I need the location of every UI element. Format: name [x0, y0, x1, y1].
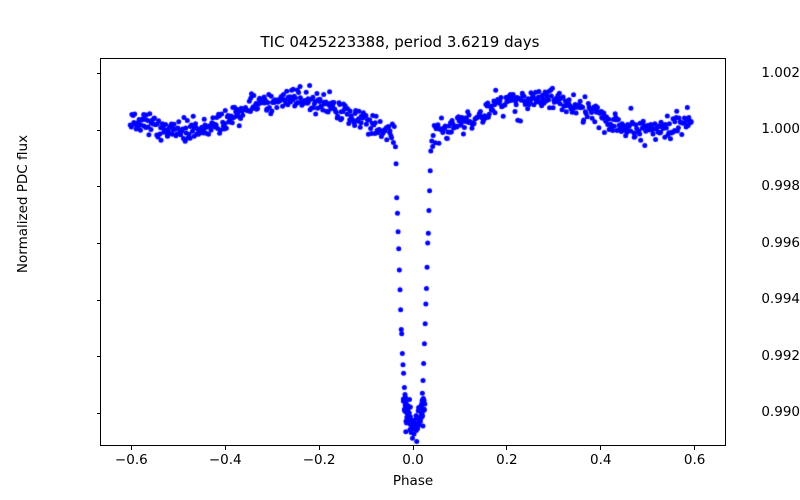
y-tick-label: 0.992 [761, 347, 800, 364]
x-tick-label: 0.0 [402, 452, 424, 468]
x-axis-label: Phase [392, 473, 434, 489]
y-tick-label: 1.000 [761, 121, 800, 138]
x-tick-mark [412, 446, 414, 450]
x-tick-label: −0.6 [114, 452, 148, 468]
x-tick-label: 0.6 [683, 452, 706, 468]
scatter-data-layer [101, 59, 727, 447]
y-tick-label: 0.994 [761, 291, 800, 308]
x-tick-label: 0.4 [590, 452, 612, 468]
x-tick-mark [130, 446, 132, 450]
x-tick-label: 0.2 [496, 452, 518, 468]
y-tick-mark [96, 73, 100, 75]
x-tick-mark [224, 446, 226, 450]
y-tick-mark [96, 356, 100, 358]
x-tick-mark [506, 446, 508, 450]
y-tick-label: 0.998 [761, 177, 800, 194]
y-tick-mark [96, 412, 100, 415]
x-tick-mark [318, 446, 320, 450]
y-tick-label: 0.990 [761, 404, 800, 421]
y-tick-mark [96, 186, 100, 188]
y-tick-mark [96, 243, 100, 245]
y-tick-mark [96, 299, 100, 301]
plot-axes-area [100, 58, 727, 447]
y-tick-mark [96, 129, 100, 131]
y-tick-label: 1.002 [761, 64, 800, 81]
chart-title: TIC 0425223388, period 3.6219 days [260, 33, 540, 51]
x-tick-label: −0.2 [302, 452, 336, 468]
x-tick-mark [694, 446, 696, 450]
x-tick-mark [600, 446, 602, 450]
y-axis-label: Normalized PDC flux [15, 134, 31, 274]
x-tick-label: −0.4 [208, 452, 242, 468]
y-tick-label: 0.996 [761, 234, 800, 251]
